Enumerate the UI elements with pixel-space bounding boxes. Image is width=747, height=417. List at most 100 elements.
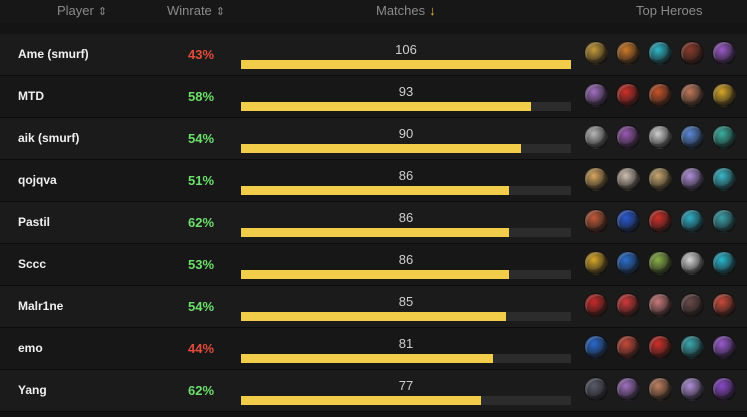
matches-count: 93 (398, 84, 414, 99)
table-row[interactable]: Ame (smurf) 43% 106 (0, 34, 747, 76)
table-row[interactable]: Sccc 53% 86 (0, 244, 747, 286)
player-name-link[interactable]: Sccc (18, 257, 47, 271)
golden-flame-hero-icon[interactable] (712, 83, 736, 107)
lavender-ghost-hero-icon[interactable] (680, 167, 704, 191)
player-column-header[interactable]: Player ⇕ (57, 3, 107, 18)
orange-beast-hero-icon[interactable] (616, 41, 640, 65)
matches-bar-fill (241, 144, 522, 153)
player-name-link[interactable]: aik (smurf) (18, 131, 80, 145)
matches-bar-fill (241, 312, 506, 321)
matches-column-header[interactable]: Matches ↓ (376, 3, 436, 18)
matches-bar (241, 186, 571, 195)
gold-crown-hero-icon[interactable] (584, 251, 608, 275)
winrate-value: 62% (187, 383, 215, 398)
matches-header-label: Matches (376, 3, 426, 18)
player-name-link[interactable]: qojqva (18, 173, 57, 187)
matches-bar-fill (241, 396, 481, 405)
winrate-value: 58% (187, 89, 215, 104)
shadow-horn-hero-icon[interactable] (680, 293, 704, 317)
matches-count: 90 (398, 126, 414, 141)
pink-beast-hero-icon[interactable] (648, 293, 672, 317)
matches-bar (241, 60, 571, 69)
dark-hood-hero-icon[interactable] (584, 377, 608, 401)
matches-count: 86 (398, 252, 414, 267)
matches-bar-fill (241, 102, 531, 111)
matches-count: 86 (398, 168, 414, 183)
winrate-value: 44% (187, 341, 215, 356)
horned-jester-hero-icon[interactable] (584, 209, 608, 233)
aqua-spirit-hero-icon[interactable] (680, 209, 704, 233)
player-name-link[interactable]: Ame (smurf) (18, 47, 89, 61)
dark-warrior-hero-icon[interactable] (680, 41, 704, 65)
purple-void-hero-icon[interactable] (712, 377, 736, 401)
player-header-label: Player (57, 3, 94, 18)
matches-bar (241, 102, 571, 111)
sort-icon: ⇕ (215, 6, 226, 18)
player-name-link[interactable]: MTD (18, 89, 44, 103)
table-header: Player ⇕ Winrate ⇕ Matches ↓ Top Heroes (0, 0, 747, 23)
red-demon-hero-icon[interactable] (648, 209, 672, 233)
winrate-value: 53% (187, 257, 215, 272)
red-sorceress-hero-icon[interactable] (712, 293, 736, 317)
winrate-column-header[interactable]: Winrate ⇕ (167, 3, 225, 18)
flesh-ogre-hero-icon[interactable] (648, 377, 672, 401)
violet-shade-hero-icon[interactable] (616, 125, 640, 149)
matches-bar-fill (241, 60, 571, 69)
player-name-link[interactable]: Malr1ne (18, 299, 64, 313)
purple-demon-hero-icon[interactable] (712, 41, 736, 65)
player-name-link[interactable]: Yang (18, 383, 47, 397)
blonde-hero-icon[interactable] (584, 167, 608, 191)
skull-hero-icon[interactable] (584, 125, 608, 149)
green-gold-hero-icon[interactable] (648, 251, 672, 275)
redhead-hero-icon[interactable] (648, 83, 672, 107)
cyan-mask-hero-icon[interactable] (648, 41, 672, 65)
table-row[interactable]: Pastil 62% 86 (0, 202, 747, 244)
table-row[interactable]: Malr1ne 54% 85 (0, 286, 747, 328)
purple-horned-hero-icon[interactable] (584, 83, 608, 107)
table-row[interactable]: qojqva 51% 86 (0, 160, 747, 202)
teal-turban-hero-icon[interactable] (680, 335, 704, 359)
matches-bar-fill (241, 186, 509, 195)
gold-bearded-hero-icon[interactable] (584, 41, 608, 65)
tan-monk-hero-icon[interactable] (648, 167, 672, 191)
matches-bar-fill (241, 228, 509, 237)
red-helm-hero-icon[interactable] (616, 293, 640, 317)
crimson-brute-hero-icon[interactable] (584, 293, 608, 317)
matches-bar (241, 228, 571, 237)
player-name-link[interactable]: Pastil (18, 215, 51, 229)
blue-hood-hero-icon[interactable] (616, 209, 640, 233)
blue-haired-hero-icon[interactable] (680, 125, 704, 149)
winrate-header-label: Winrate (167, 3, 212, 18)
matches-count: 77 (398, 378, 414, 393)
red-goggles-hero-icon[interactable] (648, 335, 672, 359)
table-row[interactable]: MTD 58% 93 (0, 76, 747, 118)
white-beard-hero-icon[interactable] (680, 251, 704, 275)
scarlet-jester-hero-icon[interactable] (616, 335, 640, 359)
matches-count: 85 (398, 294, 414, 309)
winrate-value: 62% (187, 215, 215, 230)
horned-violet-hero-icon[interactable] (616, 377, 640, 401)
matches-count: 106 (395, 42, 417, 57)
teal-tusk-hero-icon[interactable] (712, 209, 736, 233)
table-row[interactable]: Yang 62% 77 (0, 370, 747, 412)
blue-wing-hero-icon[interactable] (616, 251, 640, 275)
violet-mage-hero-icon[interactable] (712, 335, 736, 359)
teal-golden-hero-icon[interactable] (712, 125, 736, 149)
player-name-link[interactable]: emo (18, 341, 43, 355)
matches-bar (241, 144, 571, 153)
white-helm-hero-icon[interactable] (648, 125, 672, 149)
matches-bar (241, 270, 571, 279)
pale-mage-hero-icon[interactable] (616, 167, 640, 191)
cyan-orb-hero-icon[interactable] (712, 251, 736, 275)
player-table-body: Ame (smurf) 43% 106 MTD 58% 93 aik (smur… (0, 34, 747, 412)
matches-count: 86 (398, 210, 414, 225)
red-armor-hero-icon[interactable] (616, 83, 640, 107)
table-row[interactable]: emo 44% 81 (0, 328, 747, 370)
winrate-value: 51% (187, 173, 215, 188)
flesh-beast-hero-icon[interactable] (680, 83, 704, 107)
lilac-ghost-hero-icon[interactable] (680, 377, 704, 401)
blue-dragon-hero-icon[interactable] (584, 335, 608, 359)
table-row[interactable]: aik (smurf) 54% 90 (0, 118, 747, 160)
winrate-value: 54% (187, 299, 215, 314)
cyan-tidal-hero-icon[interactable] (712, 167, 736, 191)
